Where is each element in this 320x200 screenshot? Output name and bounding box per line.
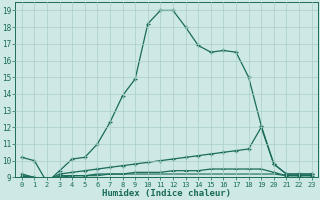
X-axis label: Humidex (Indice chaleur): Humidex (Indice chaleur) — [102, 189, 231, 198]
